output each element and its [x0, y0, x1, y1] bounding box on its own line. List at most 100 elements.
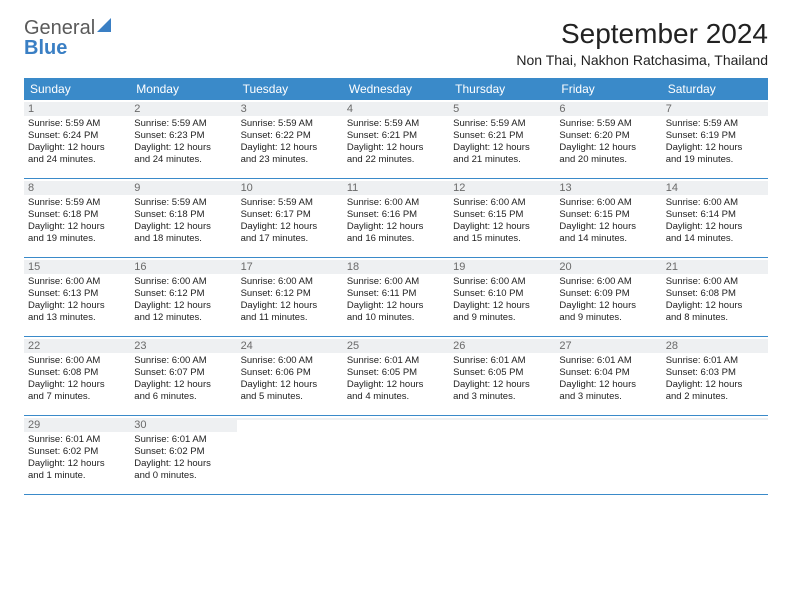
daynum-bar: 23 [130, 339, 236, 353]
day-cell: 29 Sunrise: 6:01 AMSunset: 6:02 PMDayligh… [24, 416, 130, 494]
info-line-sr: Sunrise: 6:01 AM [134, 434, 232, 446]
info-line-d2: and 8 minutes. [666, 312, 764, 324]
daynum-bar: 1 [24, 102, 130, 116]
week-row: 29Sunrise: 6:01 AMSunset: 6:02 PMDayligh… [24, 416, 768, 495]
weeks-container: 1Sunrise: 5:59 AMSunset: 6:24 PMDaylight… [24, 100, 768, 495]
daynum-bar: 3 [237, 102, 343, 116]
daynum-bar: 15 [24, 260, 130, 274]
day-info: Sunrise: 5:59 AMSunset: 6:17 PMDaylight:… [241, 197, 339, 246]
info-line-sr: Sunrise: 6:01 AM [666, 355, 764, 367]
info-line-d2: and 21 minutes. [453, 154, 551, 166]
day-info: Sunrise: 6:00 AMSunset: 6:15 PMDaylight:… [559, 197, 657, 246]
day-info: Sunrise: 5:59 AMSunset: 6:22 PMDaylight:… [241, 118, 339, 167]
info-line-d2: and 6 minutes. [134, 391, 232, 403]
day-info: Sunrise: 6:00 AMSunset: 6:16 PMDaylight:… [347, 197, 445, 246]
info-line-d1: Daylight: 12 hours [453, 300, 551, 312]
info-line-ss: Sunset: 6:23 PM [134, 130, 232, 142]
info-line-ss: Sunset: 6:04 PM [559, 367, 657, 379]
info-line-d1: Daylight: 12 hours [28, 142, 126, 154]
day-number: 9 [134, 182, 232, 194]
daynum-bar: 17 [237, 260, 343, 274]
day-number: 8 [28, 182, 126, 194]
day-number: 7 [666, 103, 764, 115]
info-line-ss: Sunset: 6:05 PM [453, 367, 551, 379]
info-line-ss: Sunset: 6:20 PM [559, 130, 657, 142]
day-info: Sunrise: 6:00 AMSunset: 6:09 PMDaylight:… [559, 276, 657, 325]
info-line-d1: Daylight: 12 hours [134, 142, 232, 154]
daynum-bar: 7 [662, 102, 768, 116]
info-line-d1: Daylight: 12 hours [559, 142, 657, 154]
info-line-sr: Sunrise: 5:59 AM [134, 118, 232, 130]
info-line-sr: Sunrise: 6:00 AM [241, 276, 339, 288]
day-number: 19 [453, 261, 551, 273]
day-info: Sunrise: 6:01 AMSunset: 6:03 PMDaylight:… [666, 355, 764, 404]
day-info: Sunrise: 5:59 AMSunset: 6:21 PMDaylight:… [347, 118, 445, 167]
info-line-sr: Sunrise: 5:59 AM [28, 118, 126, 130]
info-line-ss: Sunset: 6:12 PM [241, 288, 339, 300]
daynum-bar: 24 [237, 339, 343, 353]
day-number: 29 [28, 419, 126, 431]
info-line-sr: Sunrise: 6:01 AM [347, 355, 445, 367]
day-cell [343, 416, 449, 494]
daynum-bar: 25 [343, 339, 449, 353]
logo-text: General Blue [24, 18, 115, 58]
info-line-d2: and 3 minutes. [453, 391, 551, 403]
info-line-d2: and 1 minute. [28, 470, 126, 482]
info-line-d2: and 14 minutes. [559, 233, 657, 245]
info-line-d2: and 5 minutes. [241, 391, 339, 403]
info-line-ss: Sunset: 6:18 PM [28, 209, 126, 221]
info-line-d2: and 22 minutes. [347, 154, 445, 166]
day-cell: 25 Sunrise: 6:01 AMSunset: 6:05 PMDayligh… [343, 337, 449, 415]
info-line-d2: and 17 minutes. [241, 233, 339, 245]
daynum-bar: 20 [555, 260, 661, 274]
week-row: 15Sunrise: 6:00 AMSunset: 6:13 PMDayligh… [24, 258, 768, 337]
day-number: 30 [134, 419, 232, 431]
info-line-ss: Sunset: 6:14 PM [666, 209, 764, 221]
day-info: Sunrise: 5:59 AMSunset: 6:18 PMDaylight:… [28, 197, 126, 246]
day-cell: 3 Sunrise: 5:59 AMSunset: 6:22 PMDaylight… [237, 100, 343, 178]
day-number: 21 [666, 261, 764, 273]
info-line-sr: Sunrise: 6:01 AM [559, 355, 657, 367]
info-line-d1: Daylight: 12 hours [559, 300, 657, 312]
info-line-ss: Sunset: 6:02 PM [28, 446, 126, 458]
info-line-d1: Daylight: 12 hours [28, 458, 126, 470]
info-line-sr: Sunrise: 6:00 AM [347, 197, 445, 209]
day-cell: 21Sunrise: 6:00 AMSunset: 6:08 PMDayligh… [662, 258, 768, 336]
info-line-ss: Sunset: 6:03 PM [666, 367, 764, 379]
dow-tue: Tuesday [237, 78, 343, 100]
day-cell: 1Sunrise: 5:59 AMSunset: 6:24 PMDaylight… [24, 100, 130, 178]
day-info: Sunrise: 6:00 AMSunset: 6:12 PMDaylight:… [241, 276, 339, 325]
sail-icon [97, 18, 115, 38]
info-line-d2: and 3 minutes. [559, 391, 657, 403]
info-line-sr: Sunrise: 5:59 AM [134, 197, 232, 209]
dow-thu: Thursday [449, 78, 555, 100]
daynum-bar: 12 [449, 181, 555, 195]
day-cell: 10Sunrise: 5:59 AMSunset: 6:17 PMDayligh… [237, 179, 343, 257]
day-cell: 16Sunrise: 6:00 AMSunset: 6:12 PMDayligh… [130, 258, 236, 336]
day-number: 5 [453, 103, 551, 115]
info-line-ss: Sunset: 6:07 PM [134, 367, 232, 379]
info-line-d1: Daylight: 12 hours [666, 300, 764, 312]
dow-sun: Sunday [24, 78, 130, 100]
calendar: Sunday Monday Tuesday Wednesday Thursday… [24, 78, 768, 495]
info-line-ss: Sunset: 6:09 PM [559, 288, 657, 300]
info-line-ss: Sunset: 6:02 PM [134, 446, 232, 458]
daynum-bar: 14 [662, 181, 768, 195]
info-line-sr: Sunrise: 6:00 AM [559, 276, 657, 288]
day-info: Sunrise: 6:00 AMSunset: 6:07 PMDaylight:… [134, 355, 232, 404]
day-info: Sunrise: 6:01 AMSunset: 6:05 PMDaylight:… [347, 355, 445, 404]
day-cell: 30Sunrise: 6:01 AMSunset: 6:02 PMDayligh… [130, 416, 236, 494]
week-row: 8 Sunrise: 5:59 AMSunset: 6:18 PMDaylight… [24, 179, 768, 258]
info-line-sr: Sunrise: 6:01 AM [28, 434, 126, 446]
day-cell: 4 Sunrise: 5:59 AMSunset: 6:21 PMDaylight… [343, 100, 449, 178]
info-line-ss: Sunset: 6:06 PM [241, 367, 339, 379]
daynum-bar [237, 418, 343, 420]
day-info: Sunrise: 5:59 AMSunset: 6:21 PMDaylight:… [453, 118, 551, 167]
info-line-ss: Sunset: 6:11 PM [347, 288, 445, 300]
logo-accent: Blue [24, 37, 67, 59]
day-number: 4 [347, 103, 445, 115]
info-line-d1: Daylight: 12 hours [347, 300, 445, 312]
info-line-sr: Sunrise: 5:59 AM [453, 118, 551, 130]
info-line-ss: Sunset: 6:10 PM [453, 288, 551, 300]
info-line-sr: Sunrise: 5:59 AM [241, 197, 339, 209]
